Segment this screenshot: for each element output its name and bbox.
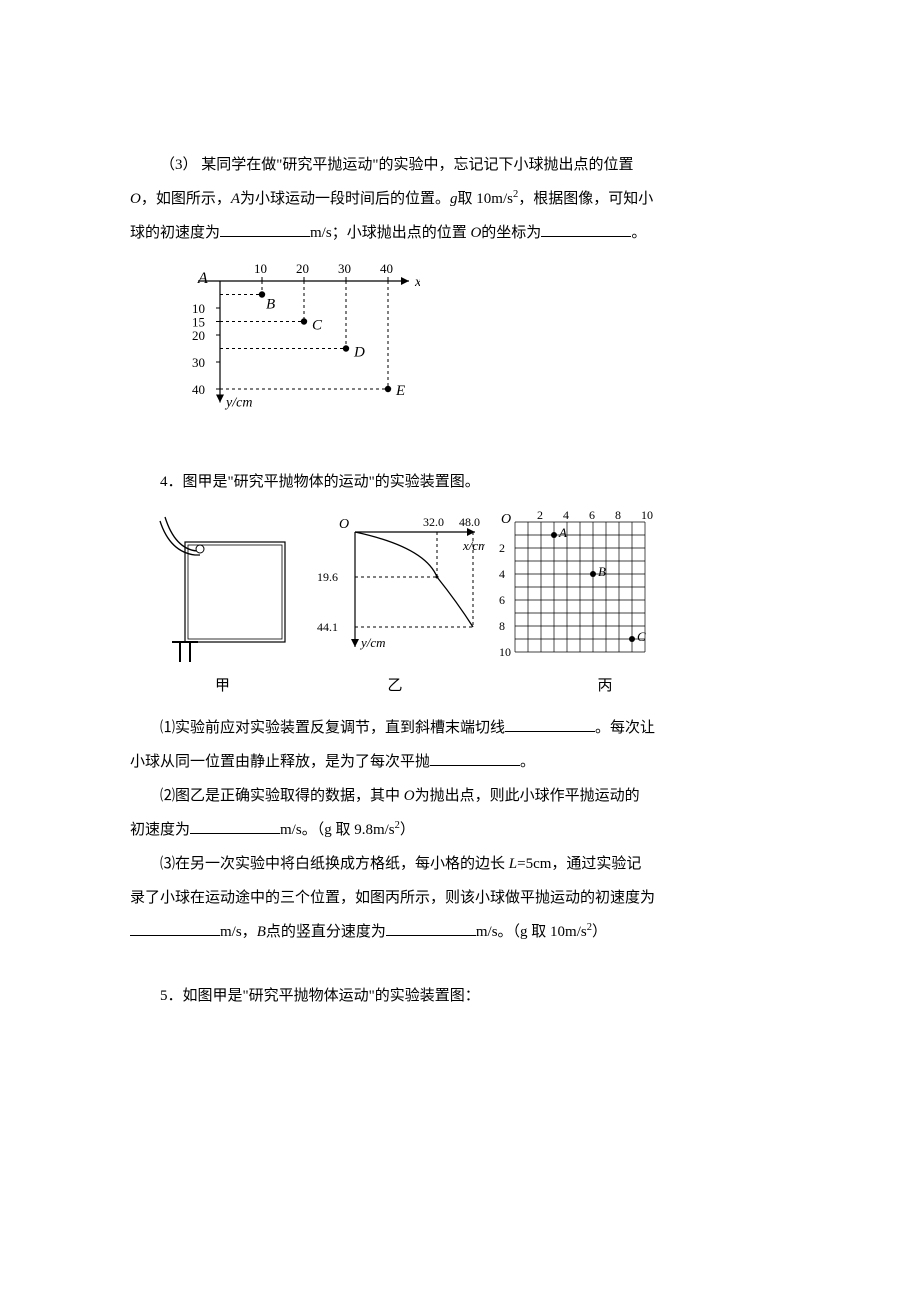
svg-text:30: 30: [338, 261, 351, 276]
svg-text:20: 20: [192, 328, 205, 343]
q3-chart: A10203040x/cm1015203040y/cmBCDE: [160, 256, 420, 436]
q3-line1: （3） 某同学在做"研究平抛运动"的实验中，忘记记下小球抛出点的位置: [130, 150, 790, 180]
svg-text:44.1: 44.1: [317, 620, 338, 634]
fig-jia: [150, 507, 295, 667]
q3-O: O: [130, 191, 141, 207]
q3-line3: 球的初速度为 m/s；小球抛出点的位置 O的坐标为 。: [130, 218, 790, 248]
blank-v0-3: [130, 920, 220, 936]
q4-B: B: [257, 924, 266, 940]
cap-jia: 甲: [150, 671, 295, 701]
svg-text:10: 10: [641, 508, 653, 522]
q4-p3: ⑶在另一次实验中将白纸换成方格纸，每小格的边长 L=5cm，通过实验记: [130, 849, 790, 879]
q4-p3u2: m/s。（g 取 10m/s: [476, 924, 587, 940]
svg-text:O: O: [501, 512, 511, 527]
q4-p2a: ⑵图乙是正确实验取得的数据，其中: [160, 788, 404, 804]
svg-text:10: 10: [254, 261, 267, 276]
q3-l3b: 的坐标为: [481, 225, 541, 241]
q3-g: g: [450, 191, 458, 207]
q4-p2c: 初速度为m/s。（g 取 9.8m/s2）: [130, 815, 790, 845]
q4-O: O: [404, 788, 415, 804]
q3-figure: A10203040x/cm1015203040y/cmBCDE: [160, 256, 790, 447]
q4-p1: ⑴实验前应对实验装置反复调节，直到斜槽末端切线 。每次让: [130, 713, 790, 743]
svg-text:40: 40: [192, 382, 205, 397]
q4-p3dt: 点的竖直分速度为: [266, 924, 386, 940]
q3-l3u: m/s；小球抛出点的位置: [310, 225, 470, 241]
q4-p1d: 。: [520, 754, 535, 770]
svg-text:B: B: [598, 564, 606, 579]
q4-p3d: m/s，B点的竖直分速度为m/s。（g 取 10m/s2）: [130, 917, 790, 947]
svg-text:32.0: 32.0: [423, 515, 444, 529]
blank-tangent: [505, 716, 595, 732]
q4-p3u1: m/s，: [220, 924, 257, 940]
svg-text:48.0: 48.0: [459, 515, 480, 529]
svg-text:C: C: [312, 318, 323, 334]
q4-p3e: ）: [592, 924, 607, 940]
q4-figures: O 32.0 48.0 x/cm 19.6 44.1 y/cm O 2 4 6 8 10 2 4 6 8 10 A…: [150, 507, 790, 667]
svg-text:2: 2: [537, 508, 543, 522]
blank-v0: [220, 221, 310, 237]
svg-text:B: B: [266, 297, 275, 313]
svg-text:8: 8: [615, 508, 621, 522]
q3-l3a: 球的初速度为: [130, 225, 220, 241]
svg-text:40: 40: [380, 261, 393, 276]
cap-bing: 丙: [495, 671, 715, 701]
svg-text:x/cm: x/cm: [462, 538, 485, 553]
svg-text:D: D: [353, 345, 365, 361]
fig-yi: O 32.0 48.0 x/cm 19.6 44.1 y/cm: [305, 507, 485, 667]
q4-intro: 4．图甲是"研究平抛物体的运动"的实验装置图。: [130, 467, 790, 497]
svg-text:x/cm: x/cm: [414, 275, 420, 290]
svg-text:30: 30: [192, 355, 205, 370]
blank-v0-2: [190, 818, 280, 834]
q3-l2d: ，根据图像，可知小: [518, 191, 653, 207]
svg-text:4: 4: [563, 508, 569, 522]
svg-text:C: C: [637, 629, 646, 644]
q4-p2b: 为抛出点，则此小球作平抛运动的: [415, 788, 640, 804]
svg-text:6: 6: [589, 508, 595, 522]
svg-text:O: O: [339, 517, 349, 532]
q3-l2c: 取 10m/s: [458, 191, 513, 207]
svg-text:4: 4: [499, 567, 505, 581]
q3-O2: O: [470, 225, 481, 241]
q4-L: L: [509, 856, 517, 872]
svg-text:8: 8: [499, 619, 505, 633]
svg-text:E: E: [395, 383, 405, 399]
svg-text:y/cm: y/cm: [359, 635, 386, 650]
q4-p2: ⑵图乙是正确实验取得的数据，其中 O为抛出点，则此小球作平抛运动的: [130, 781, 790, 811]
q4-captions: 甲 乙 丙: [150, 671, 790, 701]
q3-l2b: 为小球运动一段时间后的位置。: [240, 191, 450, 207]
svg-text:19.6: 19.6: [317, 570, 338, 584]
blank-vy: [386, 920, 476, 936]
svg-text:A: A: [197, 270, 208, 287]
q4-p1a: ⑴实验前应对实验装置反复调节，直到斜槽末端切线: [160, 720, 505, 736]
q3-line2: O，如图所示，A为小球运动一段时间后的位置。g取 10m/s2，根据图像，可知小: [130, 184, 790, 214]
svg-text:A: A: [558, 525, 567, 540]
svg-text:6: 6: [499, 593, 505, 607]
q3-A: A: [231, 191, 240, 207]
svg-text:2: 2: [499, 541, 505, 555]
blank-purpose: [430, 750, 520, 766]
q4-p2u: m/s。（g 取 9.8m/s: [280, 822, 395, 838]
blank-coord: [541, 221, 631, 237]
svg-text:10: 10: [499, 645, 511, 659]
q3-l3e: 。: [631, 225, 646, 241]
cap-yi: 乙: [305, 671, 485, 701]
q3-l2a: ，如图所示，: [141, 191, 231, 207]
q4-p2e: ）: [400, 822, 415, 838]
svg-text:y/cm: y/cm: [224, 396, 252, 411]
svg-text:20: 20: [296, 261, 309, 276]
q4-p1ct: 小球从同一位置由静止释放，是为了每次平抛: [130, 754, 430, 770]
q5-intro: 5．如图甲是"研究平抛物体运动"的实验装置图：: [130, 981, 790, 1011]
q4-p3c: 录了小球在运动途中的三个位置，如图丙所示，则该小球做平抛运动的初速度为: [130, 883, 790, 913]
fig-bing: O 2 4 6 8 10 2 4 6 8 10 A B C: [495, 507, 715, 667]
q4-p3b: =5cm，通过实验记: [517, 856, 641, 872]
q4-p2ct: 初速度为: [130, 822, 190, 838]
q4-p1c: 小球从同一位置由静止释放，是为了每次平抛 。: [130, 747, 790, 777]
q4-p3a: ⑶在另一次实验中将白纸换成方格纸，每小格的边长: [160, 856, 509, 872]
q4-p1b: 。每次让: [595, 720, 655, 736]
